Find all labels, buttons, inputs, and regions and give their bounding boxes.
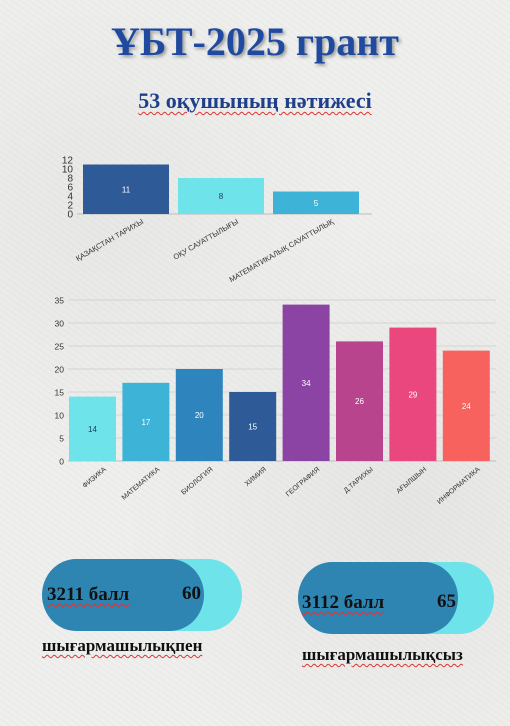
y-tick-label: 20 <box>55 365 65 375</box>
y-tick-label: 30 <box>55 319 65 329</box>
pill-noncreative-caption: шығармашылықсыз <box>302 645 463 664</box>
y-tick-label: 6 <box>67 183 73 194</box>
data-label: 24 <box>462 402 471 411</box>
data-label: 11 <box>122 185 131 194</box>
data-label: 29 <box>408 390 417 399</box>
pill-creative-count: 60 <box>182 583 201 604</box>
category-label: МАТЕМАТИКА <box>121 466 162 502</box>
data-label: 34 <box>302 379 311 388</box>
page-title: ҰБТ-2025 грант <box>111 19 399 64</box>
category-label: Д.ТАРИХЫ <box>343 466 375 494</box>
category-label: ИНФОРМАТИКА <box>436 466 482 506</box>
category-label: АҒЫЛШЫН <box>395 466 428 495</box>
y-tick-label: 10 <box>55 411 65 421</box>
y-tick-label: 2 <box>67 201 73 212</box>
data-label: 15 <box>248 423 257 432</box>
bar <box>175 369 223 461</box>
pill-noncreative-count: 65 <box>437 591 456 612</box>
y-tick-label: 12 <box>62 156 74 167</box>
pill-creative-score: 3211 балл <box>47 584 130 605</box>
bar <box>273 191 359 214</box>
data-label: 8 <box>219 192 224 201</box>
bar <box>229 392 277 461</box>
y-tick-label: 8 <box>67 174 73 185</box>
pill-creative-caption: шығармашылықпен <box>42 636 203 655</box>
bar <box>122 382 170 461</box>
data-label: 26 <box>355 397 364 406</box>
bar <box>282 304 330 461</box>
subtitle-text: 53 оқушының нәтижесі <box>138 88 372 113</box>
pill-noncreative-graphic <box>298 562 494 634</box>
chart-profile-subjects: 0 5 10 15 20 25 30 35 14 ФИЗИКА 17 МАТЕМАТИКА 20 БИОЛ… <box>55 296 496 506</box>
y-tick-label: 15 <box>55 388 65 398</box>
pill-noncreative-score: 3112 балл <box>302 592 385 613</box>
bar <box>83 164 169 214</box>
y-tick-label: 0 <box>59 457 64 467</box>
category-label: БИОЛОГИЯ <box>180 466 214 496</box>
y-tick-label: 35 <box>55 296 65 306</box>
y-tick-label: 25 <box>55 342 65 352</box>
category-label: ХИМИЯ <box>244 466 268 488</box>
bar <box>69 396 116 461</box>
data-label: 5 <box>314 199 319 208</box>
y-tick-label: 10 <box>62 165 74 176</box>
data-label: 14 <box>88 425 97 434</box>
category-label: ФИЗИКА <box>82 466 108 490</box>
bar <box>178 178 264 214</box>
y-tick-label: 0 <box>67 210 73 221</box>
pill-creative-graphic <box>42 559 242 631</box>
data-label: 17 <box>141 418 150 427</box>
y-tick-label: 5 <box>59 434 64 444</box>
page-subtitle: 53 оқушының нәтижесі <box>0 88 510 114</box>
bar <box>336 341 383 461</box>
bar <box>442 350 490 461</box>
bar <box>389 327 437 461</box>
data-label: 20 <box>195 411 204 420</box>
category-label: ГЕОГРАФИЯ <box>285 466 321 498</box>
y-tick-label: 4 <box>67 192 73 203</box>
